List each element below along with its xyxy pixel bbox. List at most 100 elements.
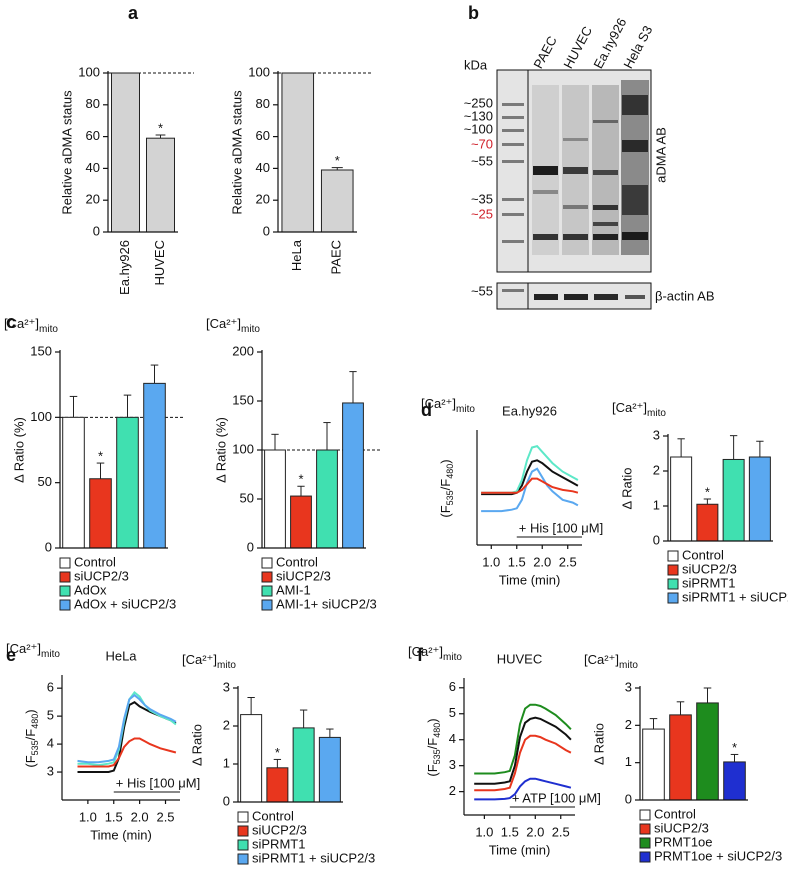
error-bar xyxy=(155,134,166,139)
series-line xyxy=(77,690,177,767)
error-bar xyxy=(123,394,132,418)
y-tick-label: 4 xyxy=(47,736,54,751)
y-tick-label: 80 xyxy=(256,96,270,111)
y-tick-label: 40 xyxy=(256,160,270,175)
y-tick-label: 0 xyxy=(653,532,660,547)
band xyxy=(622,95,648,115)
marker-label: ~130 xyxy=(464,108,493,123)
error-bar xyxy=(649,718,658,730)
y-tick-label: 200 xyxy=(232,343,254,358)
y-tick-label: 6 xyxy=(47,680,54,695)
y-tick-label: 50 xyxy=(240,490,254,505)
marker-label: ~55 xyxy=(471,153,493,168)
legend-label: Control xyxy=(654,806,696,821)
band xyxy=(622,185,648,215)
y-axis-title: Δ Ratio xyxy=(189,724,204,766)
significance: * xyxy=(732,740,737,755)
legend-swatch xyxy=(639,851,651,863)
header-main: [Ca²⁺] xyxy=(584,652,619,667)
x-tick-label: 1.5 xyxy=(501,824,519,839)
header-sub: mito xyxy=(619,660,638,671)
bar xyxy=(696,503,719,542)
bar xyxy=(116,416,139,549)
bar xyxy=(642,728,665,801)
band xyxy=(563,234,588,240)
marker-label: ~55 xyxy=(471,283,493,298)
chart-title: HUVEC xyxy=(497,651,543,666)
y-axis-title-part: (F xyxy=(438,505,453,517)
band xyxy=(593,222,618,226)
error-bar xyxy=(96,462,105,479)
error-bar xyxy=(297,485,305,497)
legend-swatch xyxy=(237,853,249,865)
bar xyxy=(342,402,364,549)
y-axis-title-part: ) xyxy=(23,709,38,713)
band xyxy=(533,234,558,240)
lane-label: Hela S3 xyxy=(620,23,655,71)
bar xyxy=(290,495,312,549)
legend-swatch xyxy=(261,557,273,569)
series-line xyxy=(474,734,572,792)
legend-swatch xyxy=(667,550,679,562)
legend-label: siUCP2/3 xyxy=(276,568,331,583)
series-line xyxy=(474,777,572,801)
band xyxy=(594,294,618,300)
marker-label: ~100 xyxy=(464,121,493,136)
marker-label: ~250 xyxy=(464,95,493,110)
y-tick-label: 150 xyxy=(30,343,52,358)
x-tick-label: PAEC xyxy=(329,240,344,274)
bar xyxy=(723,761,746,801)
error-bar xyxy=(299,709,308,728)
y-axis-title-part: ) xyxy=(438,459,453,463)
band xyxy=(622,232,648,240)
bar xyxy=(240,714,263,803)
legend-label: siPRMT1 + siUCP2/3 xyxy=(682,589,788,604)
error-bar xyxy=(323,422,331,450)
error-bar xyxy=(69,395,78,418)
x-tick-label: 2.0 xyxy=(131,809,149,824)
y-tick-label: 3 xyxy=(449,757,456,772)
y-axis-title-part: /F xyxy=(438,479,453,491)
legend-swatch xyxy=(261,599,273,611)
header-main: [Ca²⁺] xyxy=(6,641,41,656)
legend-label: AMI-1+ siUCP2/3 xyxy=(276,596,377,611)
header-sub: mito xyxy=(39,324,58,335)
y-tick-label: 20 xyxy=(86,192,100,207)
header-main: [Ca²⁺] xyxy=(206,316,241,331)
error-bar xyxy=(150,364,159,384)
series-line xyxy=(481,459,579,496)
y-axis-title-part: 480 xyxy=(432,723,442,738)
annotation: + His [100 μM] xyxy=(116,775,200,790)
y-tick-label: 1 xyxy=(653,497,660,512)
marker-label: ~35 xyxy=(471,191,493,206)
series-line xyxy=(481,477,579,494)
significance: * xyxy=(705,484,710,499)
error-bar xyxy=(703,498,712,505)
band xyxy=(533,190,558,194)
y-tick-label: 1 xyxy=(625,754,632,769)
error-bar xyxy=(331,167,343,170)
significance: * xyxy=(98,449,103,464)
y-tick-label: 3 xyxy=(47,763,54,778)
y-axis-title-part: 535 xyxy=(30,740,40,755)
error-bar xyxy=(273,758,282,768)
y-axis-title: (F535/F480) xyxy=(438,459,455,517)
x-tick-label: 1.0 xyxy=(79,809,97,824)
legend-label: AdOx + siUCP2/3 xyxy=(74,596,176,611)
y-tick-label: 60 xyxy=(256,128,270,143)
legend-label: Control xyxy=(74,554,116,569)
legend-swatch xyxy=(237,825,249,837)
y-tick-label: 1 xyxy=(223,755,230,770)
y-tick-label: 5 xyxy=(47,708,54,723)
bar xyxy=(722,458,745,542)
header-main: [Ca²⁺] xyxy=(612,400,647,415)
legend-label: AMI-1 xyxy=(276,582,311,597)
header: [Ca²⁺]mito xyxy=(612,400,666,418)
y-tick-label: 0 xyxy=(93,223,100,238)
series-line xyxy=(474,716,572,785)
bar xyxy=(281,72,315,233)
x-tick-label: 2.5 xyxy=(156,809,174,824)
legend-swatch xyxy=(667,592,679,604)
y-tick-label: 2 xyxy=(653,462,660,477)
